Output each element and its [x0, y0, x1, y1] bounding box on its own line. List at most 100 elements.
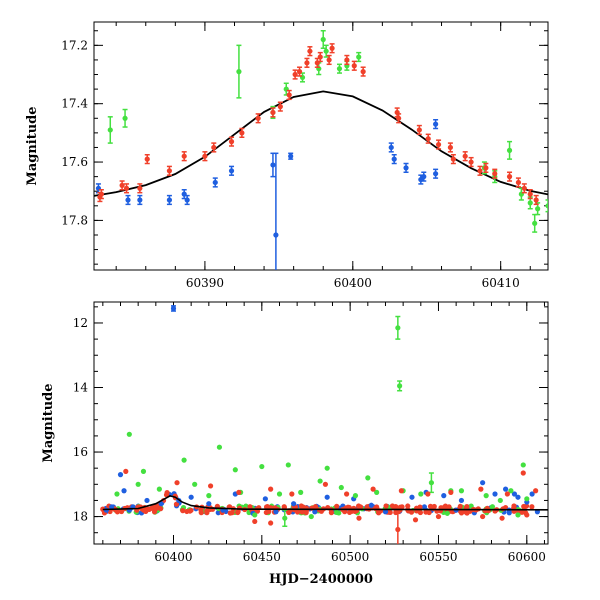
red-data-point [521, 185, 527, 191]
green-data-point [418, 491, 424, 497]
green-data-point [216, 444, 223, 450]
green-data-point [317, 478, 323, 484]
red-data-point [322, 481, 329, 487]
red-baseline-point [408, 509, 415, 515]
blue-data-point [312, 509, 318, 515]
blue-data-point [291, 501, 297, 507]
red-data-point [123, 468, 129, 474]
blue-data-point [270, 162, 276, 168]
red-baseline-point [184, 508, 190, 515]
red-data-point [462, 153, 468, 159]
y-tick-label: 12 [73, 316, 88, 330]
y-tick-label: 17.6 [61, 155, 88, 169]
red-baseline-point [263, 504, 270, 510]
red-baseline-point [364, 504, 370, 510]
red-baseline-point [299, 509, 305, 515]
red-data-point [252, 518, 258, 525]
green-data-point [336, 66, 343, 72]
blue-data-point [515, 494, 521, 500]
red-data-point [292, 71, 298, 78]
green-data-point [458, 488, 465, 494]
blue-data-point [529, 491, 535, 497]
red-data-point [435, 513, 442, 520]
green-data-point [506, 147, 513, 153]
green-data-point [122, 115, 128, 121]
green-data-point [181, 457, 187, 463]
red-data-point [344, 491, 350, 497]
red-data-point [344, 57, 350, 63]
blue-data-point [125, 197, 131, 203]
red-data-point [144, 156, 150, 162]
red-data-point [533, 197, 539, 203]
red-data-point [492, 171, 498, 177]
red-data-point [447, 144, 453, 151]
red-data-point [448, 489, 454, 495]
red-data-point [268, 486, 274, 492]
red-data-point [450, 156, 456, 162]
green-data-point [126, 431, 132, 437]
blue-data-point [184, 197, 190, 203]
green-data-point [232, 467, 238, 473]
top-plot-frame [93, 21, 549, 271]
red-baseline-point [522, 504, 528, 510]
blue-data-point [137, 197, 143, 203]
blue-data-point [166, 197, 173, 203]
red-data-point [360, 69, 366, 75]
blue-data-point [109, 504, 115, 510]
red-baseline-point [463, 510, 470, 516]
red-data-point [425, 136, 431, 142]
bottom-plot-frame [93, 301, 549, 545]
red-baseline-point [227, 510, 233, 516]
red-baseline-point [114, 509, 121, 515]
red-data-point [236, 489, 242, 495]
green-data-point [156, 486, 162, 492]
blue-data-point [228, 168, 235, 174]
red-data-point [270, 109, 276, 116]
red-data-point [515, 179, 522, 186]
red-data-point [296, 69, 303, 75]
green-data-point [395, 325, 401, 331]
y-tick-label: 16 [73, 445, 88, 459]
red-data-point [137, 185, 143, 191]
red-baseline-point [519, 509, 525, 515]
green-data-point [532, 220, 538, 226]
green-data-point [324, 465, 330, 471]
bottom-axes: 60400 60450 60500 60550 60600 12 14 16 18 [73, 302, 548, 564]
blue-data-point [409, 494, 415, 500]
red-baseline-point [198, 510, 204, 516]
blue-data-point [403, 165, 409, 171]
green-data-point [535, 206, 541, 212]
red-baseline-point [286, 509, 292, 516]
blue-data-point [117, 472, 124, 478]
red-data-point [202, 153, 208, 159]
red-baseline-point [405, 503, 411, 509]
red-data-point [277, 104, 283, 110]
green-data-point [520, 462, 526, 468]
green-data-point [298, 489, 304, 495]
green-data-point [397, 383, 403, 389]
blue-data-point [388, 144, 394, 151]
red-baseline-point [180, 508, 186, 514]
red-data-point [527, 191, 533, 197]
full-light-curve-panel: 60400 60450 60500 60550 60600 12 14 16 18 Magnit… [41, 301, 549, 587]
red-baseline-point [158, 506, 164, 512]
y-tick-label: 14 [73, 381, 89, 395]
green-data-point [236, 69, 242, 75]
x-tick-label: 60500 [331, 550, 369, 564]
red-baseline-point [417, 509, 424, 516]
blue-data-point [188, 494, 194, 500]
red-data-point [329, 45, 335, 51]
green-data-point [206, 493, 212, 499]
red-baseline-point [482, 508, 488, 514]
green-data-point [483, 493, 489, 499]
blue-data-point [441, 493, 447, 499]
red-data-point [123, 185, 130, 191]
blue-data-point [212, 179, 218, 186]
red-data-point [396, 115, 402, 121]
green-data-point [545, 203, 548, 209]
blue-data-point [206, 501, 212, 507]
y-tick-label: 17.4 [61, 97, 88, 111]
blue-data-point [324, 494, 330, 500]
green-data-point [114, 491, 120, 497]
x-tick-label: 60450 [243, 550, 281, 564]
